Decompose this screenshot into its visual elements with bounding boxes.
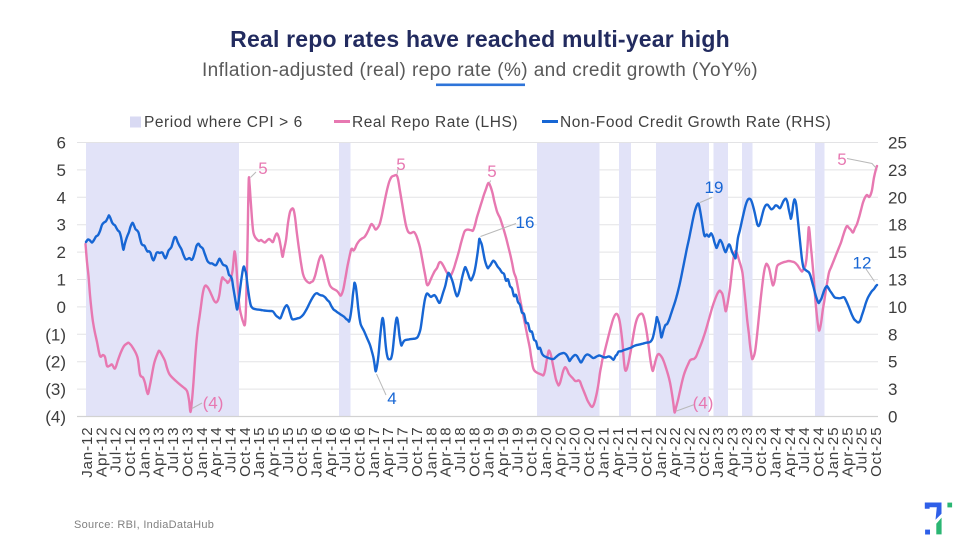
- svg-text:Oct-19: Oct-19: [524, 427, 541, 477]
- svg-text:1: 1: [57, 271, 66, 290]
- svg-text:(4): (4): [203, 394, 224, 413]
- svg-text:5: 5: [258, 159, 267, 178]
- svg-text:Jan-20: Jan-20: [538, 427, 555, 478]
- svg-text:Apr-15: Apr-15: [266, 427, 283, 477]
- svg-text:Jul-12: Jul-12: [108, 427, 125, 473]
- svg-text:4: 4: [387, 389, 396, 408]
- svg-text:3: 3: [57, 216, 66, 235]
- svg-text:18: 18: [888, 216, 907, 235]
- svg-text:Jan-21: Jan-21: [595, 427, 612, 478]
- svg-text:3: 3: [888, 380, 897, 399]
- svg-text:5: 5: [837, 150, 846, 169]
- svg-text:Apr-17: Apr-17: [380, 427, 397, 477]
- svg-text:2: 2: [57, 243, 66, 262]
- svg-text:16: 16: [516, 213, 535, 232]
- svg-text:Oct-17: Oct-17: [409, 427, 426, 477]
- svg-text:Oct-20: Oct-20: [581, 427, 598, 477]
- svg-text:Jul-25: Jul-25: [854, 427, 871, 473]
- svg-text:Jul-14: Jul-14: [223, 427, 240, 473]
- svg-text:0: 0: [888, 408, 897, 427]
- svg-text:Jul-18: Jul-18: [452, 427, 469, 473]
- svg-text:Period where CPI > 6: Period where CPI > 6: [144, 114, 303, 131]
- svg-text:13: 13: [888, 271, 907, 290]
- svg-text:(1): (1): [45, 325, 66, 344]
- svg-text:5: 5: [888, 353, 897, 372]
- svg-text:Jan-12: Jan-12: [79, 427, 96, 478]
- svg-text:Apr-12: Apr-12: [93, 427, 110, 477]
- svg-text:Apr-19: Apr-19: [495, 427, 512, 477]
- svg-text:Oct-23: Oct-23: [753, 427, 770, 477]
- svg-text:(2): (2): [45, 353, 66, 372]
- svg-text:Jan-19: Jan-19: [481, 427, 498, 478]
- svg-text:Apr-16: Apr-16: [323, 427, 340, 477]
- svg-text:Jul-13: Jul-13: [165, 427, 182, 473]
- svg-text:Oct-24: Oct-24: [811, 427, 828, 477]
- svg-text:Oct-21: Oct-21: [639, 427, 656, 477]
- svg-text:Source: RBI, IndiaDataHub: Source: RBI, IndiaDataHub: [74, 519, 214, 531]
- svg-text:Apr-21: Apr-21: [610, 427, 627, 477]
- svg-text:4: 4: [57, 188, 66, 207]
- svg-text:(3): (3): [45, 380, 66, 399]
- svg-text:5: 5: [487, 162, 496, 181]
- svg-text:Apr-23: Apr-23: [725, 427, 742, 477]
- svg-text:19: 19: [705, 178, 724, 197]
- svg-text:Inflation-adjusted (real) repo: Inflation-adjusted (real) repo rate (%) …: [202, 60, 758, 81]
- svg-text:(4): (4): [693, 394, 714, 413]
- svg-text:Jan-25: Jan-25: [825, 427, 842, 478]
- svg-text:Oct-16: Oct-16: [352, 427, 369, 477]
- svg-text:10: 10: [888, 298, 907, 317]
- svg-text:5: 5: [57, 161, 66, 180]
- svg-text:23: 23: [888, 161, 907, 180]
- svg-text:Oct-15: Oct-15: [294, 427, 311, 477]
- svg-text:Oct-18: Oct-18: [466, 427, 483, 477]
- svg-text:Apr-22: Apr-22: [667, 427, 684, 477]
- svg-text:5: 5: [396, 155, 405, 174]
- svg-text:Jul-16: Jul-16: [337, 427, 354, 473]
- svg-text:Non-Food Credit Growth Rate (R: Non-Food Credit Growth Rate (RHS): [560, 114, 831, 131]
- svg-text:Jan-17: Jan-17: [366, 427, 383, 478]
- svg-text:Apr-18: Apr-18: [438, 427, 455, 477]
- svg-text:Jan-18: Jan-18: [423, 427, 440, 478]
- svg-text:15: 15: [888, 243, 907, 262]
- svg-text:Jul-17: Jul-17: [395, 427, 412, 473]
- svg-text:Oct-13: Oct-13: [179, 427, 196, 477]
- svg-text:20: 20: [888, 188, 907, 207]
- svg-text:25: 25: [888, 134, 907, 153]
- svg-text:Jan-15: Jan-15: [251, 427, 268, 478]
- svg-text:Jul-22: Jul-22: [682, 427, 699, 473]
- svg-text:Jul-24: Jul-24: [796, 427, 813, 473]
- svg-text:12: 12: [853, 254, 872, 273]
- svg-text:Jul-15: Jul-15: [280, 427, 297, 473]
- svg-text:Jan-14: Jan-14: [194, 427, 211, 478]
- svg-text:Apr-13: Apr-13: [151, 427, 168, 477]
- svg-text:(4): (4): [45, 408, 66, 427]
- svg-text:Real repo rates have reached m: Real repo rates have reached multi-year …: [230, 26, 730, 52]
- svg-text:Apr-14: Apr-14: [208, 427, 225, 477]
- svg-text:Jan-22: Jan-22: [653, 427, 670, 478]
- svg-text:Jul-19: Jul-19: [509, 427, 526, 473]
- svg-text:Apr-25: Apr-25: [839, 427, 856, 477]
- svg-text:Jan-13: Jan-13: [136, 427, 153, 478]
- svg-text:Apr-24: Apr-24: [782, 427, 799, 477]
- svg-text:Real Repo Rate (LHS): Real Repo Rate (LHS): [352, 114, 518, 131]
- svg-text:6: 6: [57, 134, 66, 153]
- svg-text:Jan-23: Jan-23: [710, 427, 727, 478]
- svg-text:Oct-12: Oct-12: [122, 427, 139, 477]
- svg-text:Jan-24: Jan-24: [768, 427, 785, 478]
- svg-text:Apr-20: Apr-20: [552, 427, 569, 477]
- svg-text:Jul-23: Jul-23: [739, 427, 756, 473]
- svg-text:8: 8: [888, 325, 897, 344]
- svg-text:Oct-14: Oct-14: [237, 427, 254, 477]
- svg-text:Oct-22: Oct-22: [696, 427, 713, 477]
- svg-text:Jan-16: Jan-16: [309, 427, 326, 478]
- svg-text:Jul-20: Jul-20: [567, 427, 584, 473]
- svg-text:Jul-21: Jul-21: [624, 427, 641, 473]
- svg-text:Oct-25: Oct-25: [868, 427, 885, 477]
- svg-text:0: 0: [57, 298, 66, 317]
